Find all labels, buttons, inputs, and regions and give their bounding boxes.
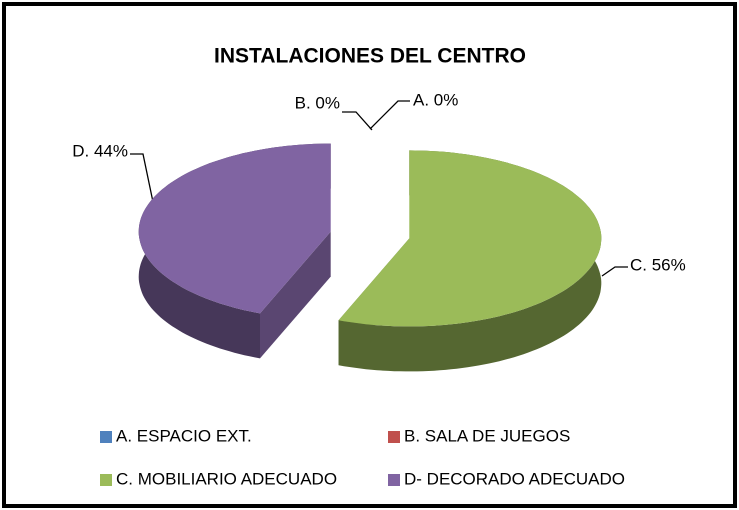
- slice: [138, 143, 331, 359]
- pie: [138, 143, 602, 372]
- legend: A. ESPACIO EXT. B. SALA DE JUEGOS C. MOBIL…: [100, 426, 625, 488]
- chart-title: INSTALACIONES DEL CENTRO: [214, 45, 526, 68]
- slice: [338, 150, 602, 372]
- leader-lines: [130, 100, 628, 277]
- leader-line: [369, 100, 410, 130]
- legend-label: D- DECORADO ADECUADO: [404, 469, 625, 488]
- data-label: C. 56%: [630, 255, 686, 274]
- legend-label: A. ESPACIO EXT.: [116, 426, 252, 445]
- labels: A. 0% B. 0% C. 56% D. 44%: [72, 90, 686, 274]
- legend-swatch: [388, 431, 400, 443]
- leader-line: [601, 266, 628, 277]
- leader-line: [130, 153, 154, 203]
- leader-line: [342, 111, 373, 131]
- slice-top: [338, 150, 602, 327]
- data-label: D. 44%: [72, 141, 128, 160]
- legend-swatch: [100, 431, 112, 443]
- slice-top: [138, 143, 331, 314]
- data-label: A. 0%: [413, 90, 458, 109]
- legend-swatch: [100, 474, 112, 486]
- legend-label: B. SALA DE JUEGOS: [404, 426, 570, 445]
- data-label: B. 0%: [295, 93, 340, 112]
- slice-wall: [260, 231, 331, 359]
- legend-swatch: [388, 474, 400, 486]
- legend-label: C. MOBILIARIO ADECUADO: [116, 469, 337, 488]
